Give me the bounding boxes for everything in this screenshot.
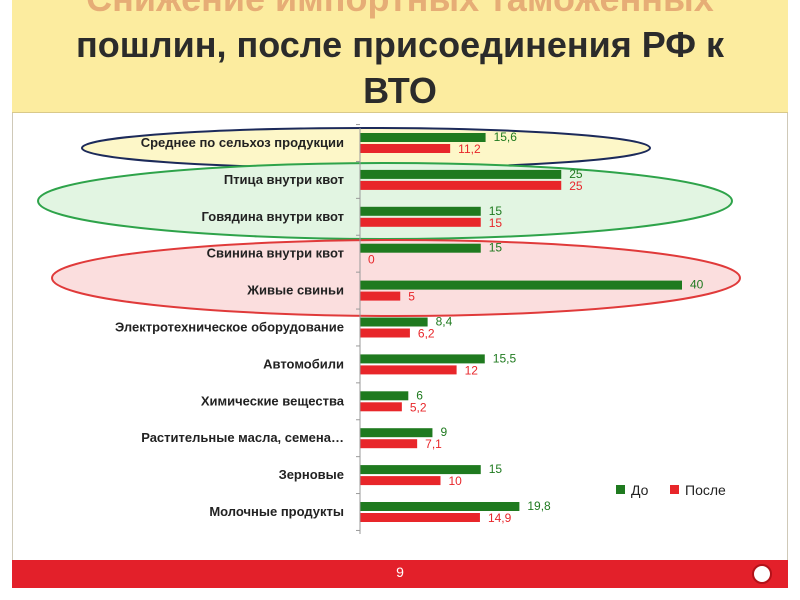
category-label: Растительные масла, семена… [141,430,344,445]
bar-before [360,354,485,364]
category-label: Живые свиньи [246,283,344,298]
legend-swatch-after [670,485,679,494]
data-label-before: 15 [489,241,503,255]
data-label-before: 15,5 [493,351,517,365]
legend-label-after: После [685,482,726,498]
bar-before [360,317,428,327]
bar-after [360,180,562,190]
legend-label-before: До [631,482,649,498]
category-label: Птица внутри квот [224,172,344,187]
data-label-before: 8,4 [436,315,453,329]
data-label-after: 25 [569,179,583,193]
bar-before [360,280,682,290]
bar-after [360,402,402,412]
category-label: Говядина внутри квот [202,209,344,224]
bar-chart: Среднее по сельхоз продукции 15,6 11,2 Птиц… [37,124,741,534]
title-line-3: ВТО [363,70,437,111]
data-label-after: 14,9 [488,511,512,525]
bar-before [360,169,562,179]
page-number: 9 [396,564,404,580]
bar-before [360,465,481,475]
bar-before [360,243,481,253]
data-label-before: 9 [440,425,447,439]
bar-after [360,513,480,522]
bar-before [360,206,481,216]
data-label-after: 15 [489,216,503,230]
data-label-after: 6,2 [418,327,435,341]
bar-after [360,476,441,486]
data-label-after: 12 [465,363,479,377]
data-label-after: 5 [408,290,415,304]
bar-before [360,133,486,142]
bar-after [360,144,451,153]
data-label-after: 0 [368,253,375,267]
bar-after [360,365,457,375]
data-label-before: 25 [569,167,583,181]
logo-icon [752,564,772,584]
slide-title: Снижение импортных таможенных пошлин, по… [12,0,788,112]
footer-band: 9 [12,560,788,588]
data-label-after: 5,2 [410,400,427,414]
data-label-before: 15 [489,462,503,476]
data-label-before: 15 [489,204,503,218]
bar-before [360,391,409,401]
data-label-before: 6 [416,388,423,402]
category-label: Автомобили [263,356,344,371]
category-label: Зерновые [279,467,344,482]
category-label: Среднее по сельхоз продукции [141,135,344,150]
data-label-before: 15,6 [494,130,518,144]
bar-after [360,328,410,338]
data-label-before: 40 [690,278,704,292]
data-label-after: 11,2 [458,142,481,156]
legend-swatch-before [616,485,625,494]
category-label: Молочные продукты [209,504,344,519]
data-label-after: 10 [449,474,463,488]
bar-before [360,428,433,438]
category-label: Химические вещества [201,393,345,408]
bar-after [360,439,418,449]
data-label-after: 7,1 [425,437,442,451]
category-label: Электротехническое оборудование [115,320,344,335]
title-line-1: Снижение импортных таможенных [12,0,788,22]
bar-after [360,217,481,227]
category-label: Свинина внутри квот [207,246,344,261]
title-line-2: пошлин, после присоединения РФ к [76,24,724,65]
data-label-before: 19,8 [527,499,551,513]
highlight-ellipse-pork [51,239,741,317]
title-band: Снижение импортных таможенных пошлин, по… [12,0,788,113]
bar-after [360,291,401,301]
bar-before [360,502,520,511]
